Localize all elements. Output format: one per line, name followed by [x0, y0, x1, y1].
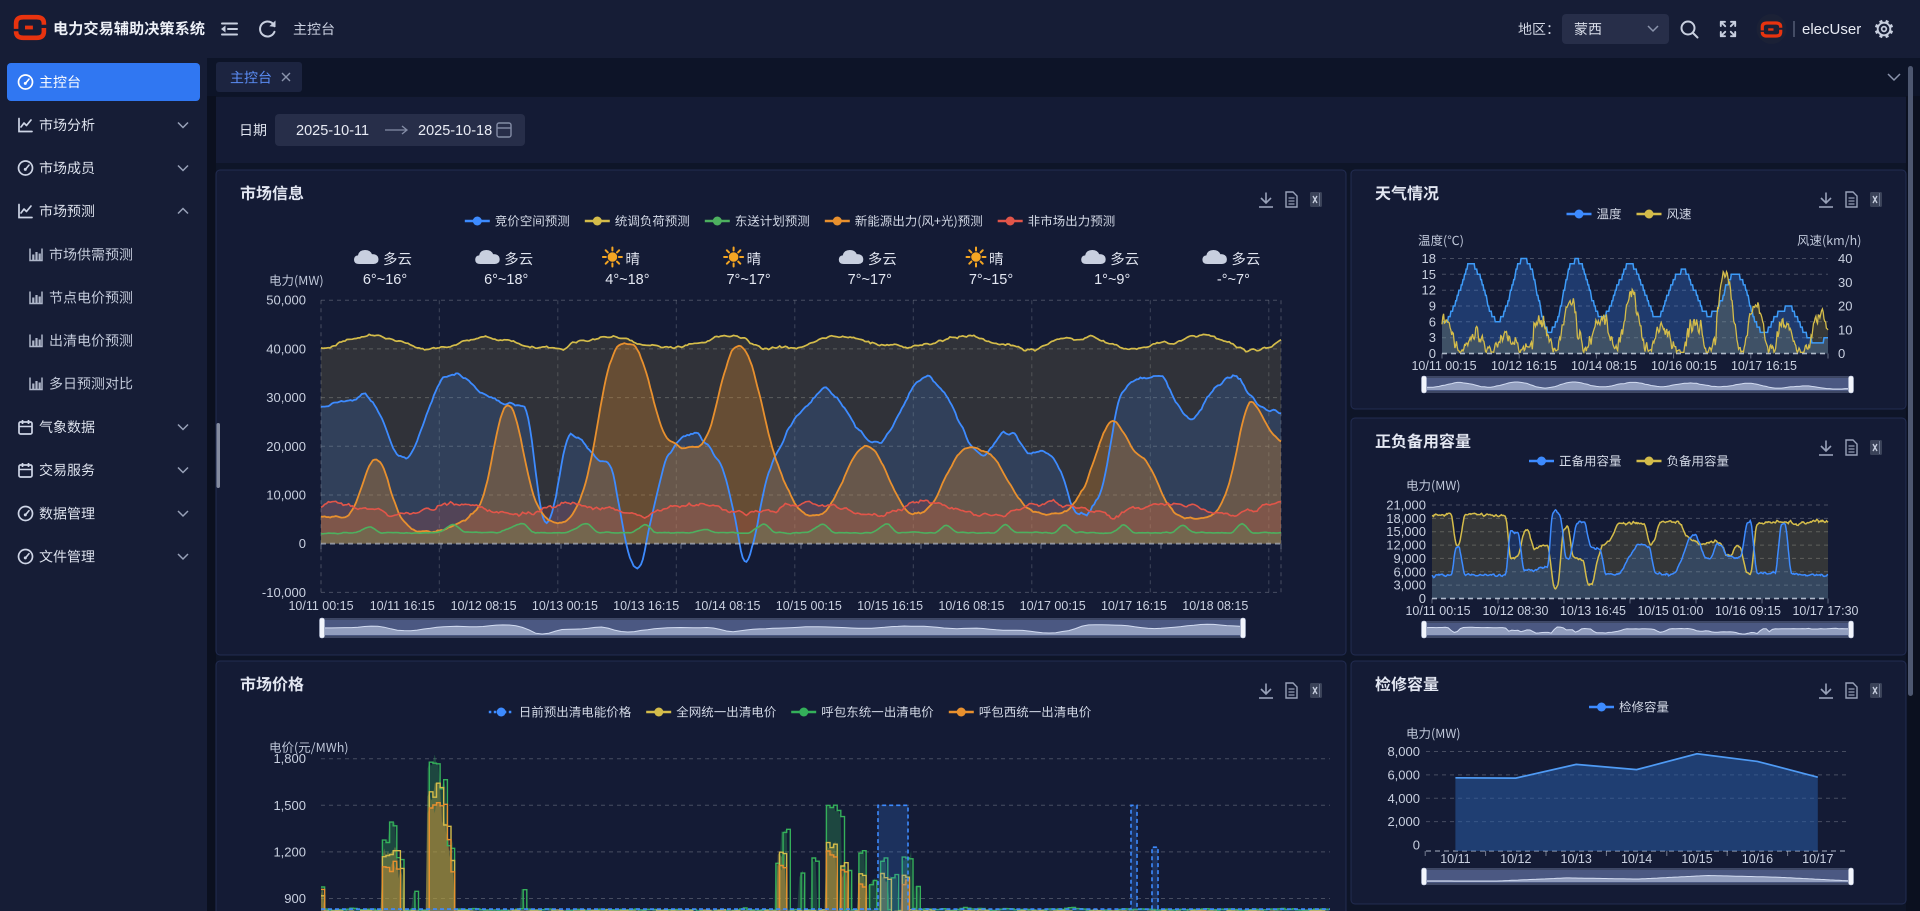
svg-text:40,000: 40,000 [266, 341, 306, 356]
svg-text:10,000: 10,000 [266, 488, 306, 503]
svg-text:9,000: 9,000 [1393, 551, 1426, 566]
svg-text:6,000: 6,000 [1393, 564, 1426, 579]
svg-text:30,000: 30,000 [266, 390, 306, 405]
svg-text:10/17 16:15: 10/17 16:15 [1731, 359, 1797, 373]
svg-text:10/11 00:15: 10/11 00:15 [1411, 359, 1476, 373]
svg-text:0: 0 [299, 536, 306, 551]
svg-text:12: 12 [1422, 283, 1436, 298]
svg-text:20,000: 20,000 [266, 439, 306, 454]
svg-text:10/16: 10/16 [1742, 852, 1773, 866]
svg-text:10/14: 10/14 [1621, 852, 1652, 866]
svg-text:10/11 00:15: 10/11 00:15 [1405, 604, 1470, 618]
svg-text:18,000: 18,000 [1386, 511, 1426, 526]
svg-text:10/11 16:15: 10/11 16:15 [370, 599, 435, 613]
svg-text:10/12 08:30: 10/12 08:30 [1482, 604, 1548, 618]
svg-text:10/14 08:15: 10/14 08:15 [1571, 359, 1637, 373]
svg-text:elecUser: elecUser [1802, 21, 1861, 38]
svg-text:6°~16°: 6°~16° [363, 272, 407, 288]
svg-text:900: 900 [284, 891, 306, 906]
svg-text:10/11 00:15: 10/11 00:15 [288, 599, 353, 613]
svg-text:7°~15°: 7°~15° [969, 272, 1013, 288]
svg-text:10/17 16:15: 10/17 16:15 [1101, 599, 1167, 613]
svg-text:1,800: 1,800 [273, 751, 306, 766]
svg-text:10/17 17:30: 10/17 17:30 [1792, 604, 1858, 618]
svg-text:15: 15 [1422, 267, 1436, 282]
svg-text:10/16 09:15: 10/16 09:15 [1715, 604, 1781, 618]
svg-text:2,000: 2,000 [1387, 814, 1420, 829]
svg-text:10/12: 10/12 [1500, 852, 1531, 866]
svg-text:0: 0 [1419, 591, 1426, 606]
svg-text:4,000: 4,000 [1387, 791, 1420, 806]
svg-text:10/18 08:15: 10/18 08:15 [1182, 599, 1248, 613]
svg-text:0: 0 [1838, 346, 1845, 361]
svg-text:10/14 08:15: 10/14 08:15 [694, 599, 760, 613]
svg-text:6,000: 6,000 [1387, 767, 1420, 782]
svg-text:7°~17°: 7°~17° [726, 272, 770, 288]
svg-text:3: 3 [1429, 330, 1436, 345]
svg-text:3,000: 3,000 [1393, 578, 1426, 593]
svg-text:6: 6 [1429, 314, 1436, 329]
svg-text:0: 0 [1429, 346, 1436, 361]
svg-text:7°~17°: 7°~17° [848, 272, 892, 288]
svg-text:21,000: 21,000 [1386, 498, 1426, 513]
svg-text:10/13 16:45: 10/13 16:45 [1560, 604, 1626, 618]
svg-text:30: 30 [1838, 275, 1852, 290]
svg-text:-10,000: -10,000 [262, 585, 306, 600]
svg-text:2025-10-11: 2025-10-11 [296, 123, 369, 139]
svg-text:10/13 00:15: 10/13 00:15 [532, 599, 598, 613]
svg-text:12,000: 12,000 [1386, 538, 1426, 553]
svg-text:10/12 16:15: 10/12 16:15 [1491, 359, 1557, 373]
svg-text:10/13: 10/13 [1561, 852, 1592, 866]
svg-text:20: 20 [1838, 299, 1852, 314]
svg-text:40: 40 [1838, 251, 1852, 266]
svg-text:1,200: 1,200 [273, 844, 306, 859]
svg-text:10/13 16:15: 10/13 16:15 [613, 599, 679, 613]
svg-text:8,000: 8,000 [1387, 744, 1420, 759]
svg-text:1,500: 1,500 [273, 798, 306, 813]
svg-text:10/15 16:15: 10/15 16:15 [857, 599, 923, 613]
svg-text:10: 10 [1838, 322, 1852, 337]
svg-text:2025-10-18: 2025-10-18 [418, 123, 492, 139]
svg-text:4°~18°: 4°~18° [605, 272, 649, 288]
svg-text:10/16 08:15: 10/16 08:15 [938, 599, 1004, 613]
svg-text:50,000: 50,000 [266, 293, 306, 308]
svg-text:-°~7°: -°~7° [1217, 272, 1250, 288]
svg-text:15,000: 15,000 [1386, 524, 1426, 539]
svg-text:0: 0 [1413, 838, 1420, 853]
svg-text:10/12 08:15: 10/12 08:15 [451, 599, 517, 613]
svg-text:9: 9 [1429, 299, 1436, 314]
svg-text:10/16 00:15: 10/16 00:15 [1651, 359, 1717, 373]
svg-text:10/15 01:00: 10/15 01:00 [1637, 604, 1703, 618]
svg-text:10/17: 10/17 [1802, 852, 1833, 866]
svg-text:10/17 00:15: 10/17 00:15 [1020, 599, 1086, 613]
svg-text:1°~9°: 1°~9° [1094, 272, 1130, 288]
svg-text:18: 18 [1422, 251, 1436, 266]
svg-text:10/15 00:15: 10/15 00:15 [776, 599, 842, 613]
svg-text:6°~18°: 6°~18° [484, 272, 528, 288]
svg-text:10/11: 10/11 [1440, 852, 1470, 866]
svg-text:10/15: 10/15 [1681, 852, 1712, 866]
